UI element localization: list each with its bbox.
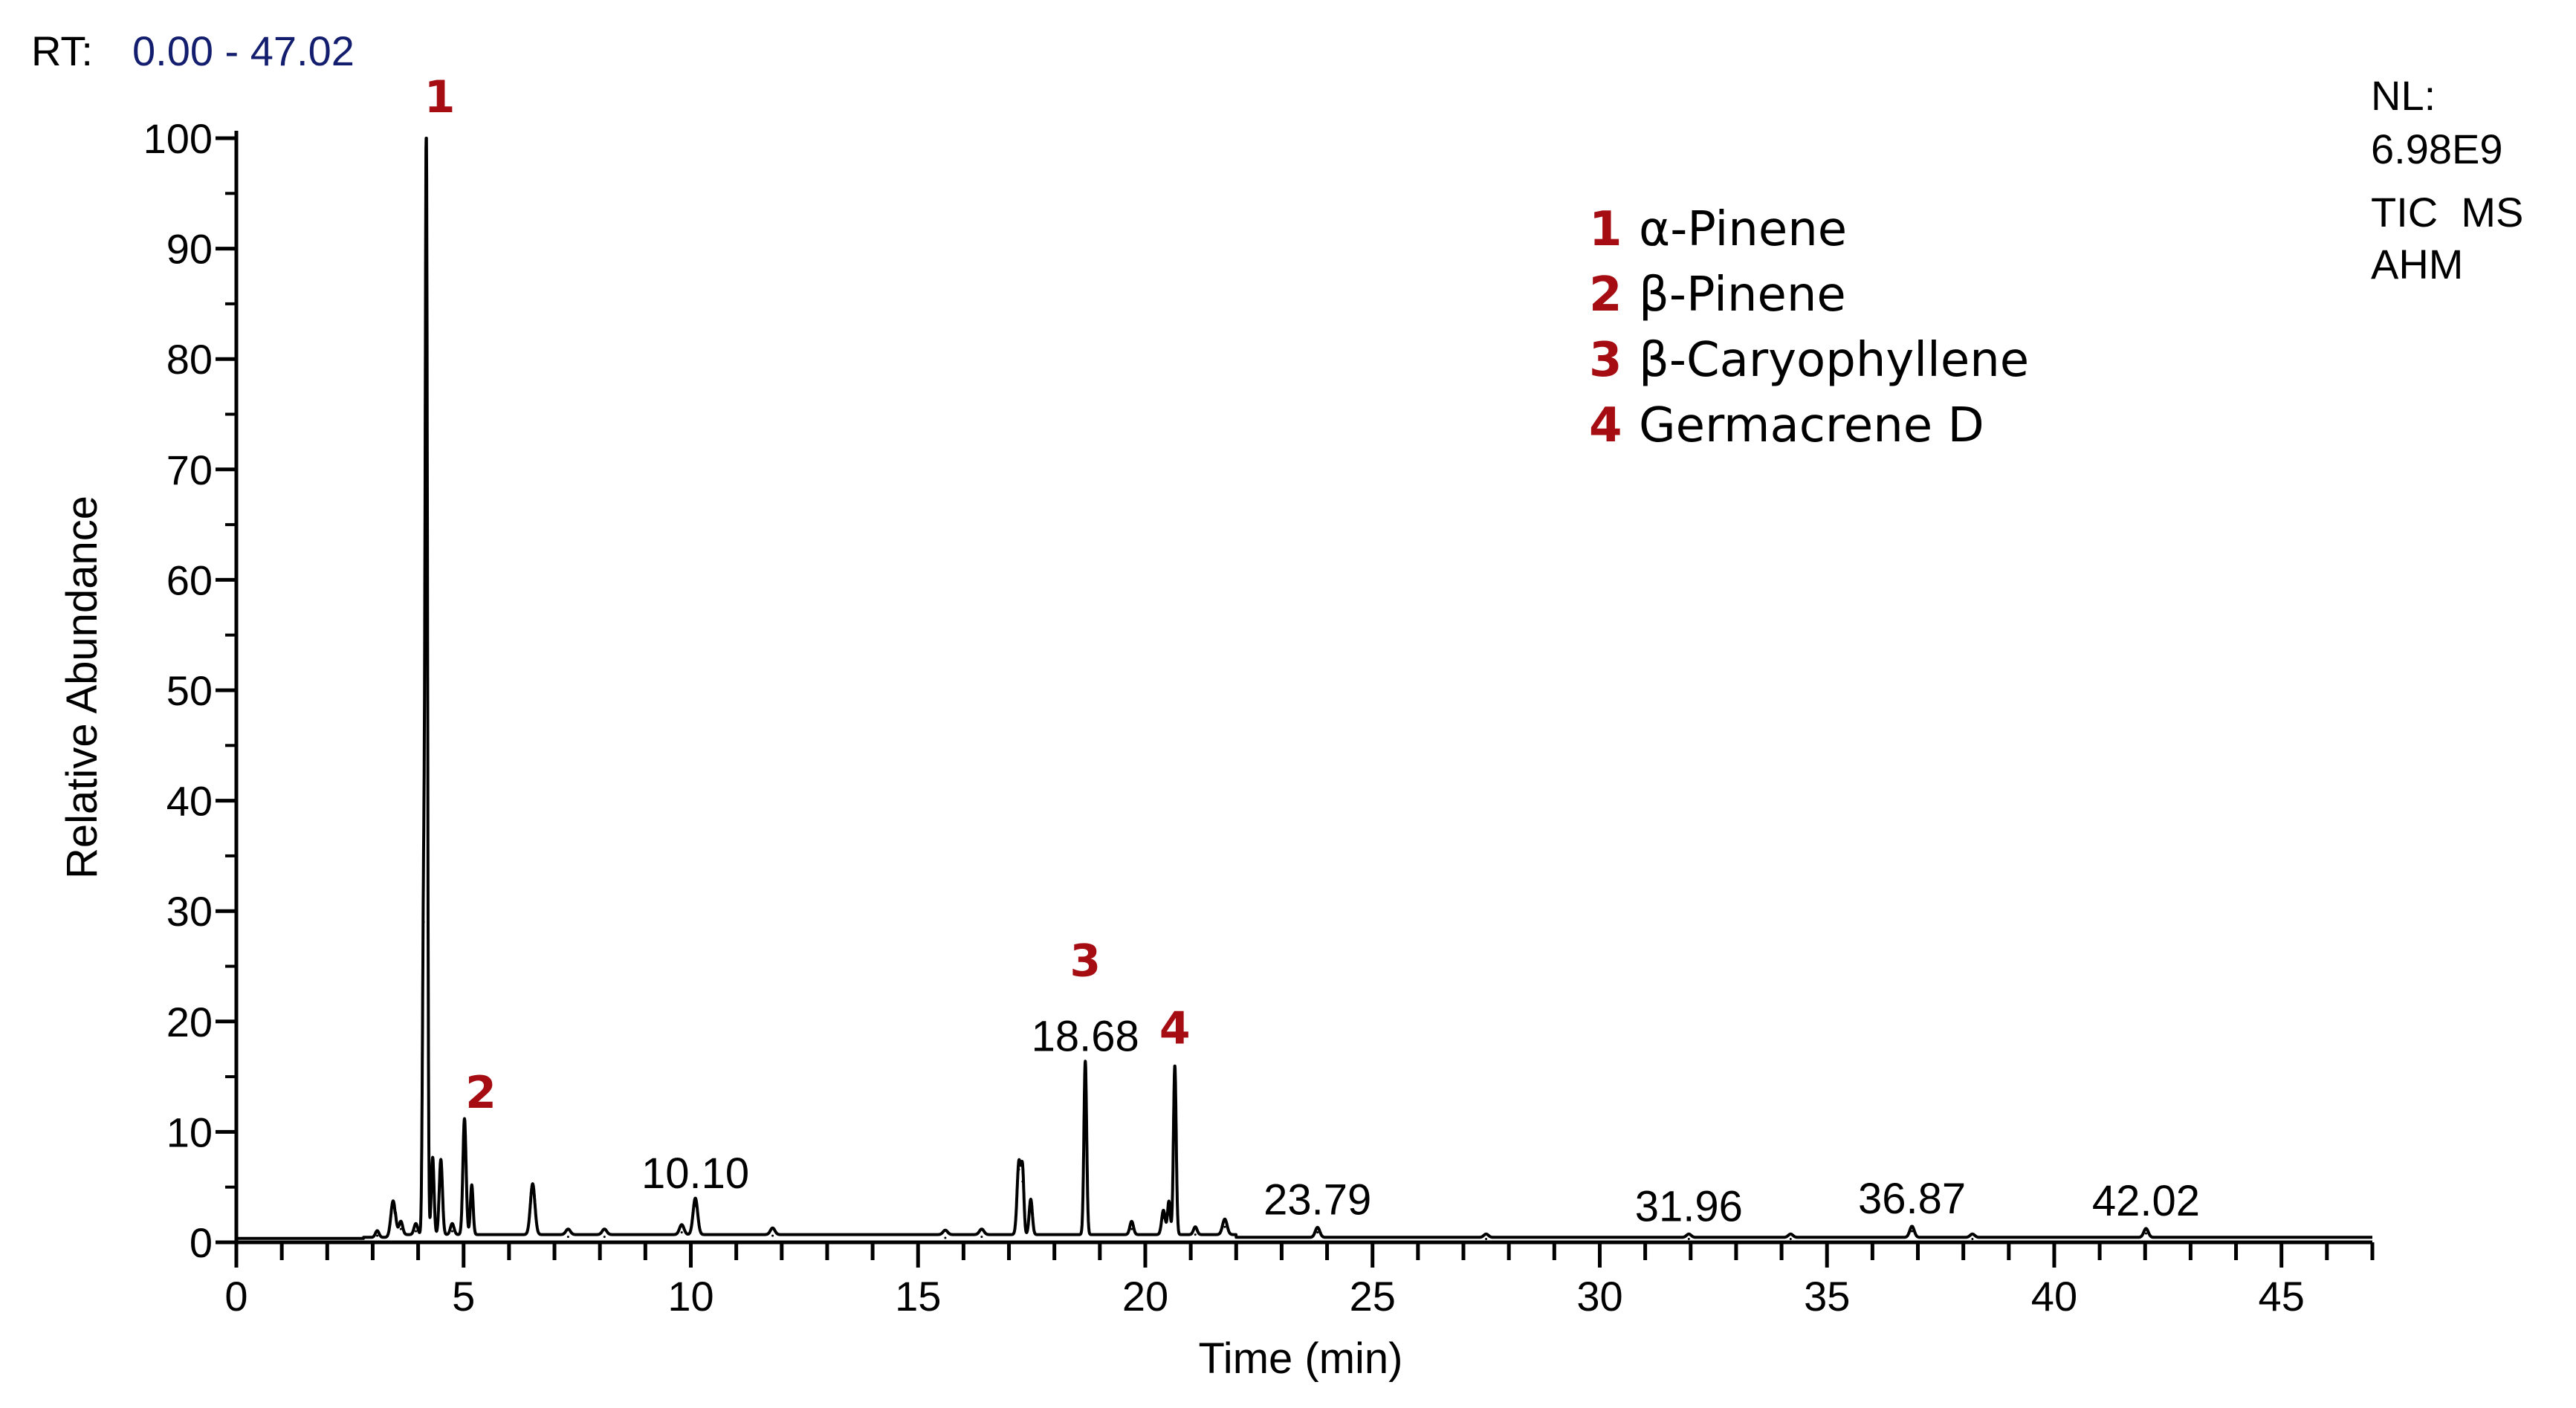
peak-rt-label: 10.10 bbox=[641, 1149, 749, 1198]
peak-rt-label: 23.79 bbox=[1263, 1176, 1371, 1224]
peak-point bbox=[422, 921, 425, 924]
peak-point bbox=[376, 1234, 379, 1237]
peak-point bbox=[1911, 1230, 1914, 1233]
peak-point bbox=[980, 1236, 983, 1239]
legend-entry: Germacrene D bbox=[1639, 398, 1984, 453]
legend: 1 α-Pinene 2 β-Pinene 3 β-Caryophyllene 4 Germa… bbox=[1589, 202, 2029, 453]
peak-rt-label: 18.68 bbox=[1032, 1013, 1139, 1061]
axes: 0 10 20 30 40 50 60 70 80 90 100 0 5 10 15 20 25 30 35 40 45 bbox=[143, 115, 2375, 1320]
x-tick-label: 30 bbox=[1576, 1273, 1622, 1320]
sample-name: AHM bbox=[2371, 241, 2463, 288]
x-tick-label: 5 bbox=[452, 1273, 475, 1320]
peak-point bbox=[1194, 1233, 1197, 1236]
peak-point bbox=[1021, 1180, 1024, 1183]
peak-point bbox=[1789, 1238, 1792, 1241]
peak-point bbox=[1130, 1227, 1133, 1230]
peak-point bbox=[463, 1125, 466, 1128]
peak-rt-label: 42.02 bbox=[2092, 1177, 2200, 1225]
peak-point bbox=[603, 1236, 606, 1239]
peak-point bbox=[1084, 1068, 1087, 1071]
peak-point bbox=[944, 1236, 947, 1239]
peak-labels: 10.10 18.68 23.79 31.96 36.87 42.02 bbox=[641, 1013, 2200, 1231]
tic-trace-line bbox=[235, 137, 2374, 1240]
legend-entry: β-Pinene bbox=[1639, 267, 1846, 322]
peak-point bbox=[2144, 1232, 2147, 1235]
nl-value: 6.98E9 bbox=[2371, 126, 2503, 172]
x-tick-label: 25 bbox=[1350, 1273, 1396, 1320]
peak-number-4: 4 bbox=[1159, 1003, 1191, 1055]
peak-rt-label: 31.96 bbox=[1635, 1183, 1743, 1231]
peak-point bbox=[439, 1166, 442, 1169]
y-tick-label: 50 bbox=[166, 667, 213, 714]
x-tick-label: 15 bbox=[895, 1273, 941, 1320]
peak-point bbox=[531, 1190, 534, 1193]
x-tick-label: 10 bbox=[667, 1273, 713, 1320]
peak-point bbox=[1971, 1238, 1974, 1241]
y-tick-label: 80 bbox=[166, 336, 213, 383]
peak-point bbox=[694, 1204, 697, 1207]
peak-point bbox=[566, 1236, 569, 1239]
peak-point bbox=[1485, 1238, 1488, 1241]
peak-point bbox=[1687, 1238, 1690, 1241]
y-tick-label: 100 bbox=[143, 115, 213, 162]
y-tick-label: 90 bbox=[166, 226, 213, 273]
peak-point bbox=[1168, 1207, 1171, 1210]
y-tick-label: 70 bbox=[166, 447, 213, 493]
nl-label: NL: bbox=[2371, 72, 2436, 119]
y-tick-label: 40 bbox=[166, 778, 213, 825]
x-tick-label: 45 bbox=[2259, 1273, 2305, 1320]
rt-range: 0.00 - 47.02 bbox=[132, 27, 355, 74]
legend-entry: β-Caryophyllene bbox=[1639, 333, 2029, 388]
peak-point bbox=[771, 1234, 774, 1237]
y-tick-label: 20 bbox=[166, 999, 213, 1045]
peak-rt-label: 36.87 bbox=[1858, 1175, 1966, 1223]
scan-type: TIC MS bbox=[2371, 189, 2523, 236]
legend-entry: α-Pinene bbox=[1639, 202, 1847, 257]
trace-layer bbox=[235, 137, 2374, 1241]
peak-point bbox=[470, 1191, 473, 1194]
legend-number: 4 bbox=[1589, 398, 1622, 453]
peak-point bbox=[425, 137, 428, 140]
legend-number: 3 bbox=[1589, 333, 1622, 388]
peak-point bbox=[415, 1230, 418, 1233]
peak-number-2: 2 bbox=[465, 1067, 496, 1119]
y-axis-title: Relative Abundance bbox=[58, 496, 106, 879]
peak-point bbox=[680, 1231, 683, 1234]
rt-label: RT: bbox=[31, 27, 93, 74]
y-tick-label: 30 bbox=[166, 888, 213, 935]
peak-number-1: 1 bbox=[424, 71, 456, 123]
peak-number-3: 3 bbox=[1069, 935, 1101, 987]
chart-header: RT: 0.00 - 47.02 NL: 6.98E9 TIC MS AHM bbox=[31, 27, 2523, 288]
y-tick-label: 0 bbox=[190, 1219, 213, 1266]
legend-number: 1 bbox=[1589, 202, 1622, 257]
peak-point bbox=[1029, 1205, 1032, 1208]
peak-point bbox=[399, 1227, 402, 1230]
peak-point bbox=[1316, 1231, 1319, 1234]
peak-point bbox=[392, 1204, 395, 1207]
peak-point bbox=[1017, 1168, 1020, 1171]
peak-point bbox=[1223, 1225, 1226, 1228]
peak-point bbox=[1174, 1072, 1177, 1075]
x-tick-label: 0 bbox=[224, 1273, 247, 1320]
x-tick-label: 40 bbox=[2031, 1273, 2077, 1320]
y-tick-label: 60 bbox=[166, 557, 213, 603]
x-tick-label: 35 bbox=[1804, 1273, 1850, 1320]
legend-number: 2 bbox=[1589, 267, 1622, 322]
peak-point bbox=[431, 1164, 434, 1167]
y-tick-label: 10 bbox=[166, 1109, 213, 1155]
x-tick-label: 20 bbox=[1122, 1273, 1168, 1320]
peak-point bbox=[450, 1230, 453, 1233]
peak-point bbox=[1162, 1216, 1165, 1219]
x-axis-title: Time (min) bbox=[1199, 1334, 1403, 1383]
peak-annotations: 1 2 3 4 bbox=[424, 71, 1191, 1119]
